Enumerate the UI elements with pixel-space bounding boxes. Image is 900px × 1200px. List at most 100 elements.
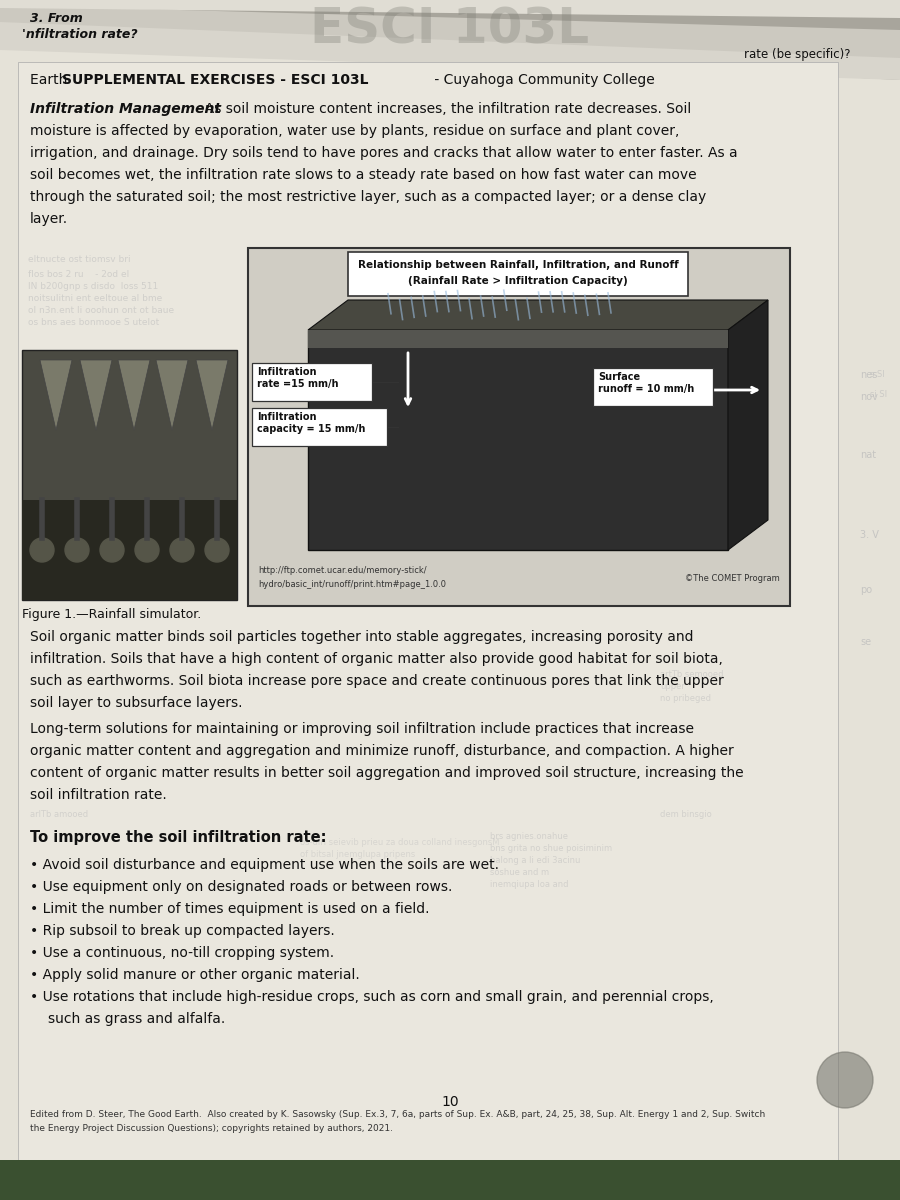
Text: such as grass and alfalfa.: such as grass and alfalfa. xyxy=(48,1012,225,1026)
Text: SUPPLEMENTAL EXERCISES - ESCI 103L: SUPPLEMENTAL EXERCISES - ESCI 103L xyxy=(62,73,368,86)
Polygon shape xyxy=(0,0,900,120)
Text: po: po xyxy=(860,584,872,595)
Text: bns grita no shue poisiminim: bns grita no shue poisiminim xyxy=(490,844,612,853)
Text: balong a li edi 3acinu: balong a li edi 3acinu xyxy=(490,856,580,865)
Polygon shape xyxy=(0,0,900,18)
Text: se: se xyxy=(860,637,871,647)
Text: Rainfall rate = 25 mm/h: Rainfall rate = 25 mm/h xyxy=(436,305,566,314)
Polygon shape xyxy=(0,5,900,58)
Text: Long-term solutions for maintaining or improving soil infiltration include pract: Long-term solutions for maintaining or i… xyxy=(30,722,694,736)
Text: nat: nat xyxy=(860,450,876,460)
Text: soil layer to subsurface layers.: soil layer to subsurface layers. xyxy=(30,696,242,710)
Circle shape xyxy=(100,538,124,562)
Text: • Use a continuous, no-till cropping system.: • Use a continuous, no-till cropping sys… xyxy=(30,946,334,960)
Text: • Use equipment only on designated roads or between rows.: • Use equipment only on designated roads… xyxy=(30,880,453,894)
Text: nov: nov xyxy=(860,392,878,402)
Text: - Cuyahoga Community College: - Cuyahoga Community College xyxy=(430,73,655,86)
Text: • Avoid soil disturbance and equipment use when the soils are wet.: • Avoid soil disturbance and equipment u… xyxy=(30,858,499,872)
Bar xyxy=(0,1160,900,1200)
Text: http://ftp.comet.ucar.edu/memory-stick/: http://ftp.comet.ucar.edu/memory-stick/ xyxy=(258,566,427,575)
Bar xyxy=(22,500,237,600)
Text: os-diri seievib prieu za doua colland inesgonsM: os-diri seievib prieu za doua colland in… xyxy=(300,838,500,847)
Bar xyxy=(22,350,237,600)
Bar xyxy=(308,330,728,550)
Bar xyxy=(252,362,372,401)
Text: content of organic matter results in better soil aggregation and improved soil s: content of organic matter results in bet… xyxy=(30,766,743,780)
Text: irrigation, and drainage. Dry soils tend to have pores and cracks that allow wat: irrigation, and drainage. Dry soils tend… xyxy=(30,146,738,160)
Bar xyxy=(252,408,387,446)
Polygon shape xyxy=(80,360,112,430)
Text: 3. From: 3. From xyxy=(30,12,83,25)
Text: 10: 10 xyxy=(441,1094,459,1109)
Text: • Rip subsoil to break up compacted layers.: • Rip subsoil to break up compacted laye… xyxy=(30,924,335,938)
Text: Relationship between Rainfall, Infiltration, and Runoff: Relationship between Rainfall, Infiltrat… xyxy=(357,260,679,270)
Polygon shape xyxy=(728,300,768,550)
Text: Infiltration
capacity = 15 mm/h: Infiltration capacity = 15 mm/h xyxy=(257,412,365,433)
Polygon shape xyxy=(118,360,150,430)
Circle shape xyxy=(205,538,229,562)
Text: such as earthworms. Soil biota increase pore space and create continuous pores t: such as earthworms. Soil biota increase … xyxy=(30,674,724,688)
Polygon shape xyxy=(308,300,768,330)
Bar xyxy=(248,248,790,606)
Text: noitsulitni ent eeltoue al bme: noitsulitni ent eeltoue al bme xyxy=(28,294,162,302)
Text: upper: upper xyxy=(660,682,685,691)
Text: 'nfiltration rate?: 'nfiltration rate? xyxy=(22,28,138,41)
Text: the Energy Project Discussion Questions); copyrights retained by authors, 2021.: the Energy Project Discussion Questions)… xyxy=(30,1124,393,1133)
Circle shape xyxy=(135,538,159,562)
Text: organic matter content and aggregation and minimize runoff, disturbance, and com: organic matter content and aggregation a… xyxy=(30,744,734,758)
Text: Figure 1.—Rainfall simulator.: Figure 1.—Rainfall simulator. xyxy=(22,608,202,622)
Text: hydro/basic_int/runoff/print.htm#page_1.0.0: hydro/basic_int/runoff/print.htm#page_1.… xyxy=(258,580,446,589)
Polygon shape xyxy=(196,360,228,430)
Bar xyxy=(593,368,713,406)
Text: infiltration. Soils that have a high content of organic matter also provide good: infiltration. Soils that have a high con… xyxy=(30,652,723,666)
Polygon shape xyxy=(156,360,188,430)
Text: flos bos 2 ru    - 2od el: flos bos 2 ru - 2od el xyxy=(28,270,130,278)
Text: As soil moisture content increases, the infiltration rate decreases. Soil: As soil moisture content increases, the … xyxy=(196,102,691,116)
Polygon shape xyxy=(0,18,900,80)
Text: dem binsgio: dem binsgio xyxy=(660,810,712,818)
Text: soil becomes wet, the infiltration rate slows to a steady rate based on how fast: soil becomes wet, the infiltration rate … xyxy=(30,168,697,182)
Text: artTb semooed: artTb semooed xyxy=(660,670,724,679)
Text: Soil organic matter binds soil particles together into stable aggregates, increa: Soil organic matter binds soil particles… xyxy=(30,630,694,644)
Text: moisture is affected by evaporation, water use by plants, residue on surface and: moisture is affected by evaporation, wat… xyxy=(30,124,680,138)
Text: inemqiupa loa and: inemqiupa loa and xyxy=(490,880,569,889)
Bar xyxy=(403,302,598,324)
Text: no pribeged: no pribeged xyxy=(660,694,711,703)
Circle shape xyxy=(170,538,194,562)
Text: • Use rotations that include high-residue crops, such as corn and small grain, a: • Use rotations that include high-residu… xyxy=(30,990,714,1004)
Text: • Limit the number of times equipment is used on a field.: • Limit the number of times equipment is… xyxy=(30,902,429,916)
Text: si SI: si SI xyxy=(870,390,887,398)
Polygon shape xyxy=(0,35,900,1170)
Text: ©The COMET Program: ©The COMET Program xyxy=(685,574,780,583)
Polygon shape xyxy=(40,360,72,430)
Text: rate (be specific)?: rate (be specific)? xyxy=(743,48,850,61)
Bar xyxy=(308,330,728,348)
Text: through the saturated soil; the most restrictive layer, such as a compacted laye: through the saturated soil; the most res… xyxy=(30,190,706,204)
Text: To improve the soil infiltration rate:: To improve the soil infiltration rate: xyxy=(30,830,327,845)
Text: soshue and m: soshue and m xyxy=(490,868,549,877)
Text: Surface
runoff = 10 mm/h: Surface runoff = 10 mm/h xyxy=(598,372,694,394)
Text: ol n3n.ent li ooohun ont ot baue: ol n3n.ent li ooohun ont ot baue xyxy=(28,306,174,314)
Text: of bitsal jnemglupa pripens: of bitsal jnemglupa pripens xyxy=(300,850,415,859)
Text: soil infiltration rate.: soil infiltration rate. xyxy=(30,788,166,802)
Text: eltnucte ost tiomsv bri: eltnucte ost tiomsv bri xyxy=(28,254,130,264)
Text: arlTb amooed: arlTb amooed xyxy=(30,810,88,818)
Text: (Rainfall Rate > Infiltration Capacity): (Rainfall Rate > Infiltration Capacity) xyxy=(408,276,628,286)
Text: brs agnies.onahue: brs agnies.onahue xyxy=(490,832,568,841)
Circle shape xyxy=(65,538,89,562)
Text: Edited from D. Steer, The Good Earth.  Also created by K. Sasowsky (Sup. Ex.3, 7: Edited from D. Steer, The Good Earth. Al… xyxy=(30,1110,765,1118)
Text: Earth: Earth xyxy=(30,73,72,86)
Circle shape xyxy=(30,538,54,562)
Text: nes: nes xyxy=(860,370,878,380)
Text: 3. V: 3. V xyxy=(860,530,879,540)
Text: s SI: s SI xyxy=(870,370,885,379)
Text: ESCI 103L: ESCI 103L xyxy=(310,5,590,53)
Text: • Apply solid manure or other organic material.: • Apply solid manure or other organic ma… xyxy=(30,968,360,982)
Text: IN b200gnp s disdo  loss 511: IN b200gnp s disdo loss 511 xyxy=(28,282,158,290)
Text: Infiltration
rate =15 mm/h: Infiltration rate =15 mm/h xyxy=(257,367,338,389)
Circle shape xyxy=(817,1052,873,1108)
Text: layer.: layer. xyxy=(30,212,68,226)
Text: os bns aes bonmooe S utelot: os bns aes bonmooe S utelot xyxy=(28,318,159,326)
Bar xyxy=(348,252,688,296)
Text: Infiltration Management: Infiltration Management xyxy=(30,102,221,116)
